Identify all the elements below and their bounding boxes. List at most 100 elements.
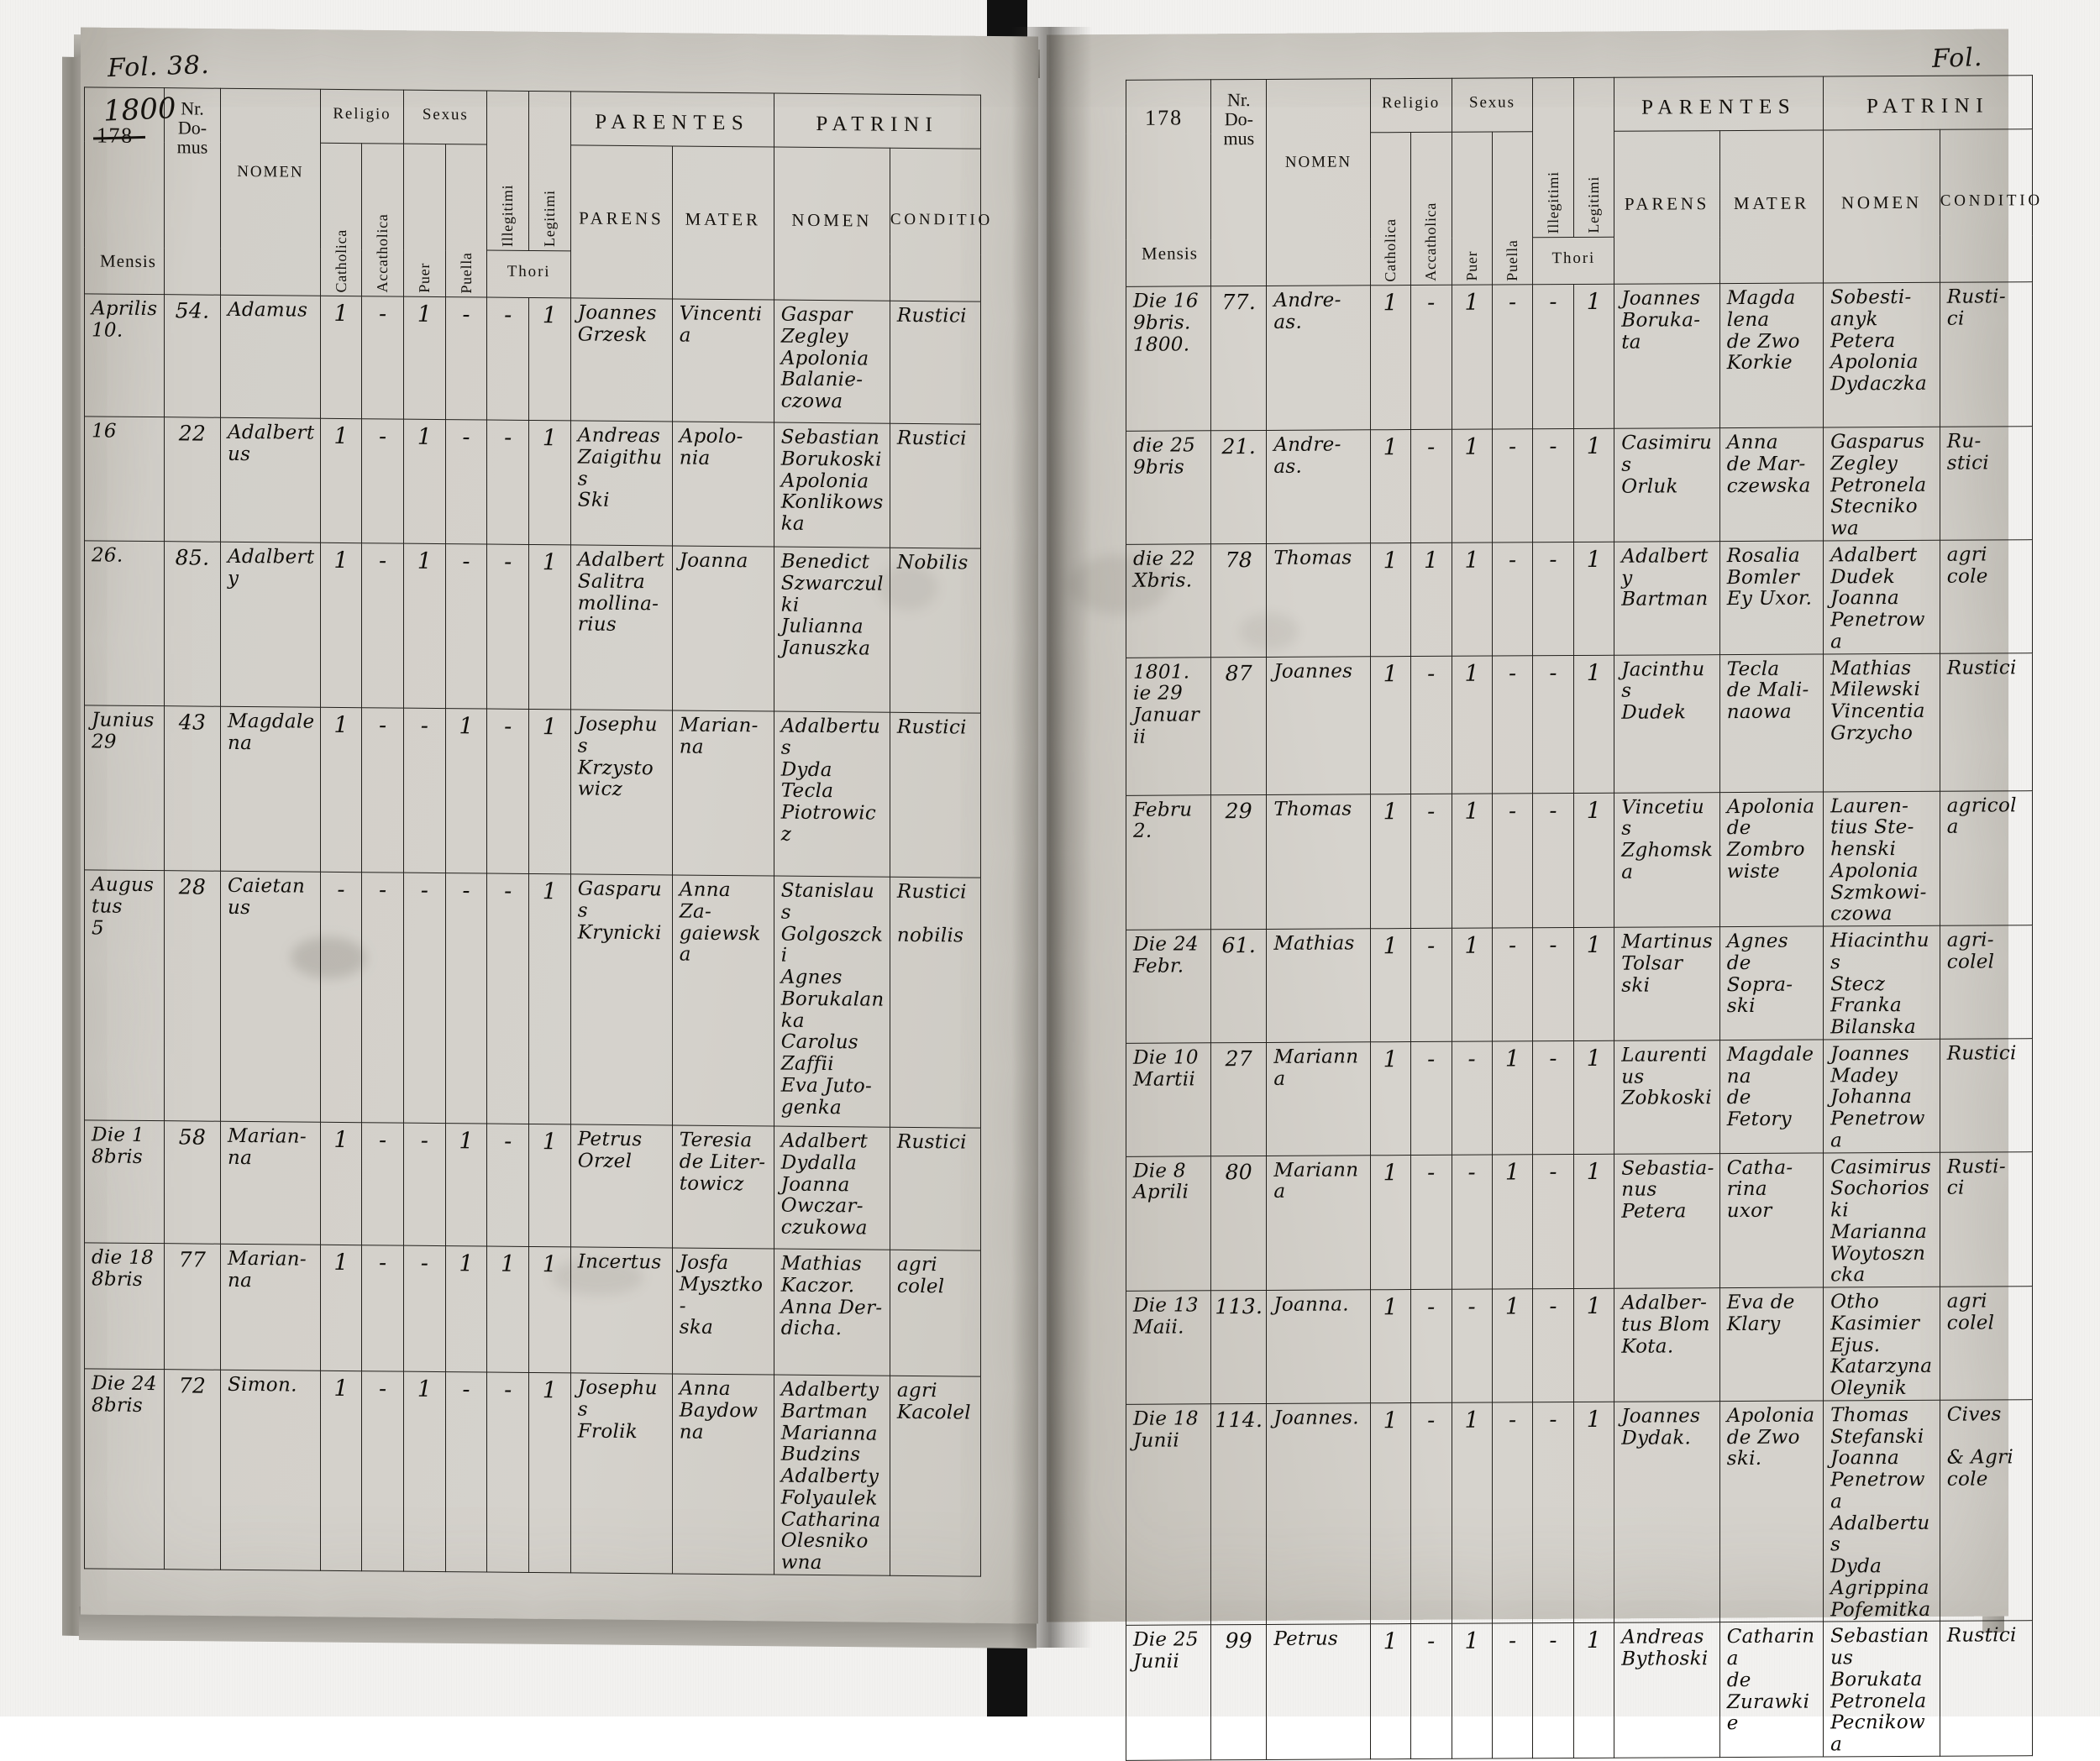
row-accatholica: - [1427,1046,1436,1072]
row-nr-domus-cell: 21. [1210,430,1267,544]
row-mater: Agnes de Sopra-ski [1726,930,1793,1018]
row-legitimi: 1 [1586,931,1602,958]
table-row[interactable]: Die 24 Febr. 61. Mathias 1 - 1 - - 1 Martinus Tolsa… [1126,925,2033,1044]
table-row[interactable]: Febru 2. 29 Thomas 1 - 1 - - 1 Vincetius Zghomska Ap… [1126,790,2033,930]
header-mater: MATER [672,145,774,301]
row-mater: Anna Baydowna [679,1377,759,1444]
table-row[interactable]: Die 1 8bris 58 Marian-na 1 - - 1 - 1 Petrus Orzel Te… [84,1119,981,1251]
row-accatholica: - [1427,1293,1436,1320]
table-row[interactable]: 16 22 Adalbertus 1 - 1 - - 1 Andreas Zaigithus Ski A… [84,416,981,549]
row-puella: - [1508,659,1517,686]
row-conditio: Rustici [1946,1624,2017,1647]
row-illegitimi-cell: 1 [486,1246,529,1373]
row-puella-cell: - [445,419,487,545]
row-patrini-nomen: Sebastian Borukoski Apolonia Konlikowska [780,426,884,535]
row-conditio-cell: agri Kacolel [890,1376,981,1576]
row-patrini-nomen-cell: Sebastianus Borukata Petronela Pecnikowa [1823,1621,1940,1757]
row-conditio-cell: Rustici [1940,653,2033,791]
row-nomen: Adalbertus [227,421,315,465]
row-conditio: Rustici nobilis [896,880,967,946]
table-row[interactable]: 1801. ie 29 Januarii 87 Joannes 1 - 1 - - 1 Jacinth… [1126,653,2033,795]
row-conditio: Rustici [1946,1042,2017,1065]
table-row[interactable]: die 18 8bris 77 Marian-na 1- -1 1 1 Incertus Josf… [84,1242,981,1377]
row-mater-cell: Josfa Mysztko-ska [672,1247,774,1376]
row-nr-domus: 54. [175,298,210,323]
row-mensis: Febru 2. [1133,798,1193,843]
row-accatholica-cell: - [1410,285,1452,430]
row-illegitimi: - [1549,1293,1557,1320]
row-puer-cell: 1 [403,296,446,420]
row-puella-cell: - [1492,927,1533,1041]
row-accatholica: - [1427,932,1436,959]
table-row[interactable]: Die 16 9bris. 1800. 77. Andre-as. 1 - 1 - - 1 Joann… [1126,281,2033,432]
row-nr-domus-cell: 87 [1210,656,1267,795]
row-puer-cell: - [403,873,446,1124]
row-puella-cell: - [445,543,487,710]
row-nomen: Joannes [1273,659,1353,683]
row-mensis-cell: 16 [84,416,165,542]
row-legitimi-cell: 1 [528,420,571,545]
row-catholica-cell: 1 [1370,1402,1411,1625]
row-puella: - [1508,547,1517,574]
row-mensis-cell: Die 18 Junii [1126,1403,1211,1626]
row-conditio-cell: agricola [1940,790,2033,926]
row-mater: Joanna [679,549,748,573]
table-row[interactable]: Die 25 Junii 99 Petrus 1 - 1 - - 1 Andreas Bythoski… [1126,1620,2033,1761]
table-row[interactable]: Junius 29 43 Magdalena 1 - - 1 - 1 Josephus Krzysto… [84,705,981,878]
row-puer-cell: 1 [403,419,446,544]
row-patrini-nomen: Adalbert Dydalla Joanna Owczar-czukowa [780,1129,869,1240]
table-row[interactable]: Augustus 5 28 Caietanus - - - - - 1 Gasparus Krynic… [84,869,981,1129]
row-nomen: Marian-na [227,1124,307,1169]
row-nomen-cell: Petrus [1266,1624,1371,1760]
row-illegitimi-cell: - [486,297,529,421]
header-parens-right: PARENS [1614,130,1720,285]
table-row[interactable]: Die 8 Aprili 80 Marianna 1 - - 1 - 1 Sebastia-nus P… [1126,1151,2033,1292]
row-puella-cell: 1 [445,1123,487,1247]
row-legitimi-cell: 1 [1573,1040,1614,1155]
table-row[interactable]: Aprilis 10. 54. Adamus 1 - 1 - - 1 Joannes Grzesk Vi… [84,293,981,425]
header-catholica: Catholica [320,143,362,296]
row-puer: 1 [1464,289,1479,316]
table-row[interactable]: die 25 9bris 21. Andre-as. 1 - 1 - - 1 Casimirus Or… [1126,426,2033,545]
row-accatholica: - [1427,1628,1436,1655]
row-legitimi: 1 [1586,288,1602,315]
row-patrini-nomen: Sobesti-anyk Petera Apolonia Dydaczka [1830,286,1927,396]
row-conditio-cell: Rustici [890,1127,981,1251]
row-parens-cell: Jacinthus Dudek [1614,654,1720,793]
row-catholica-cell: 1 [320,1371,362,1571]
row-nomen-cell: Marian-na [220,1121,321,1245]
table-right: 178 Mensis Nr. Do- mus NOMEN Religio [1126,75,2043,1761]
row-puer-cell: - [403,708,446,873]
header-nr-domus-right: Nr. Do- mus [1210,79,1267,286]
row-legitimi-cell: 1 [528,873,571,1124]
row-accatholica: - [379,423,387,450]
table-row[interactable]: 26. 85. Adalberty 1 - 1 - - 1 Adalbert Salitra moll… [84,540,981,714]
header-legitimi-right: Legitimi [1573,77,1614,238]
row-mensis: Augustus 5 [92,873,155,940]
header-puella: Puella [445,144,487,298]
table-row[interactable]: Die 10 Martii 27 Marianna 1 - - 1 - 1 Laurentius Zo… [1126,1038,2033,1156]
row-mensis-cell: 1801. ie 29 Januarii [1126,657,1211,795]
table-row[interactable]: Die 18 Junii 114. Joannes. 1 - 1 - - 1 Joannes Dyda… [1126,1399,2033,1626]
row-catholica-cell: 1 [1370,1041,1411,1156]
table-row[interactable]: die 22 Xbris. 78 Thomas 1 1 1- -1 Adalberty Bartm… [1126,539,2033,658]
row-catholica-cell: 1 [1370,1155,1411,1290]
row-catholica-cell: 1 [320,418,362,543]
row-legitimi: 1 [1586,546,1602,573]
row-conditio: Rustici [896,304,967,328]
row-nomen: Thomas [1273,797,1352,820]
row-mensis: Junius 29 [92,709,155,753]
row-puer-cell: 1 [1452,655,1493,794]
row-mater: Tecla de Mali-naowa [1726,658,1809,724]
row-legitimi-cell: 1 [528,1124,571,1247]
row-nomen-cell: Caietanus [220,871,321,1123]
row-parens: Sebastia-nus Petera [1621,1156,1714,1223]
row-legitimi-cell: 1 [1573,1622,1614,1758]
row-patrini-nomen-cell: Adalbert Dudek Joanna Penetrowa [1823,540,1940,654]
row-legitimi: 1 [1586,659,1602,686]
row-puella: - [1508,932,1517,959]
row-puella: - [1508,289,1517,316]
table-row[interactable]: Die 24 8bris 72 Simon. 1 - 1 - - 1 Josephus Frolik A… [84,1368,981,1576]
row-accatholica-cell: - [1410,1154,1452,1290]
table-row[interactable]: Die 13 Maii. 113. Joanna. 1 - - 1 - 1 Adalber-tus … [1126,1286,2033,1405]
